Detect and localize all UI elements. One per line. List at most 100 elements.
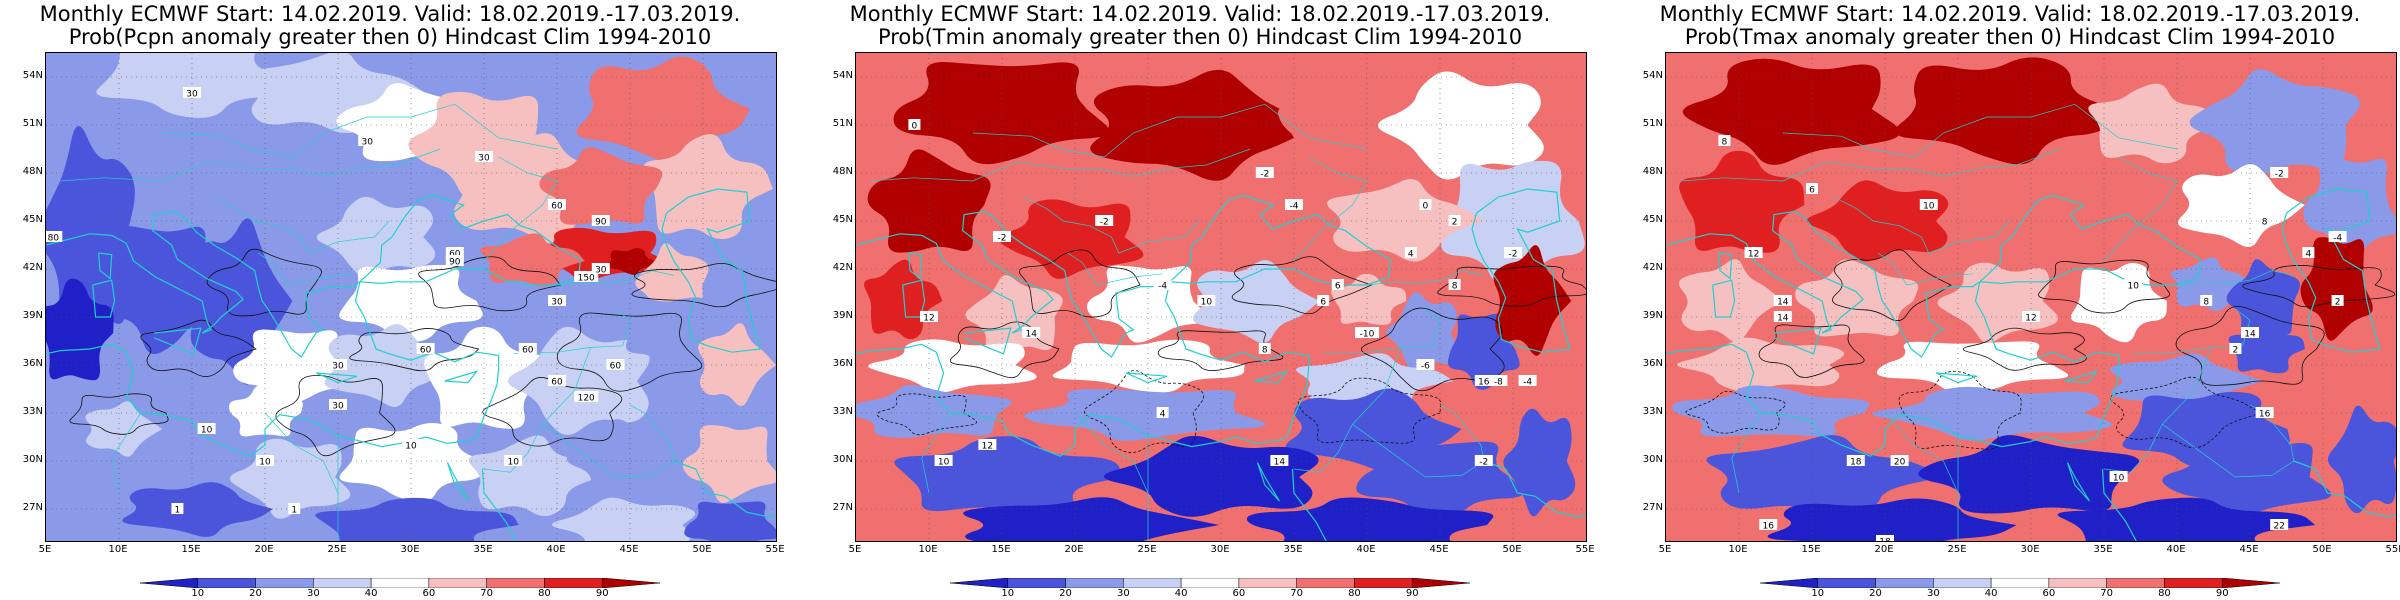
contour-label: -2 [1504,247,1522,260]
svg-text:10: 10 [201,426,213,436]
latitude-tick-label: 45N [832,214,853,225]
contour-line [876,393,977,436]
svg-text:1: 1 [291,506,297,516]
probability-region [552,497,696,541]
latitude-tick-label: 48N [1642,166,1663,177]
colorbar-segment [1007,578,1066,588]
coastline [1291,468,1327,541]
probability-region [1767,498,2017,541]
svg-text:0: 0 [1423,202,1429,212]
contour-line [1157,330,1284,371]
colorbar-segment [370,578,430,588]
coastline [1773,327,1822,355]
coastline [153,327,202,355]
svg-text:60: 60 [551,202,563,212]
coastline [1712,279,1736,318]
longitude-tick-label: 35E [2093,544,2113,555]
contour-label: 16 [1474,375,1493,388]
country-border [1293,347,1401,473]
latitude-tick-label: 51N [22,118,43,129]
svg-text:30: 30 [551,298,563,308]
contour-label: 4 [2302,247,2315,260]
colorbar-segment [255,578,314,588]
latitude-tick-label: 36N [1642,358,1663,369]
svg-text:6: 6 [1809,186,1815,196]
contour-line [482,377,623,447]
colorbar-segment [428,578,487,588]
country-border [1680,148,2061,182]
probability-region [539,147,663,225]
colorbar-segment [1065,578,1124,588]
probability-region [228,385,303,437]
svg-text:150: 150 [578,274,595,284]
country-border [162,103,558,158]
contour-label: 0 [1419,199,1432,212]
probability-region [46,278,114,381]
coastline [1935,372,1978,384]
country-border [1833,196,2010,254]
latitude-tick-label: 54N [22,70,43,81]
contour-label: 30 [475,151,493,164]
probability-region [1331,273,1407,325]
coastline [46,210,244,334]
probability-region [96,53,288,118]
colorbar-label: 10 [191,588,205,599]
contour-label: 6 [1331,279,1344,292]
latitude-tick-label: 48N [832,166,853,177]
colorbar-label: 90 [1405,588,1419,599]
colorbar-segment [950,578,1009,588]
contour-label: 2 [2331,295,2344,308]
svg-text:30: 30 [361,138,373,148]
colorbar-label: 60 [422,588,436,599]
country-border [2162,423,2294,478]
latitude-tick-label: 54N [832,70,853,81]
contour-line [140,319,257,377]
contour-label: 14 [1773,311,1792,324]
svg-text:8: 8 [1452,282,1458,292]
longitude-tick-label: 25E [1137,544,1157,555]
map-plot: 3030306060909060301010303060601201503060… [46,53,776,541]
probability-region [1326,179,1484,262]
svg-text:22: 22 [2273,522,2284,532]
colorbar-segment [1354,578,1413,588]
svg-text:-2: -2 [1509,250,1518,260]
coastline [1718,252,1733,280]
contour-label: 12 [2022,311,2040,324]
contour-line [1758,324,1865,378]
probability-region [2189,69,2360,176]
country-border [542,423,674,478]
contour-label: 4 [1156,407,1169,420]
country-border [1884,412,1959,494]
coastline [1979,194,2202,286]
map-frame: 6 8 10 12 14 12 10 8 4 2 -2 -4 14 16 18 20 22 18 16 10 8 2 14 [1665,52,2397,542]
country-border [1877,252,1973,286]
probability-region [1386,292,1458,374]
latitude-tick-label: 48N [22,166,43,177]
colorbar-label: 20 [249,588,262,599]
probability-region [867,149,991,253]
contour-label: 30 [329,399,347,412]
panel-title-line-1: Monthly ECMWF Start: 14.02.2019. Valid: … [39,2,741,26]
colorbar-label: 70 [2100,588,2114,599]
contour-label: 12 [920,311,938,324]
contour-line [1962,327,2087,371]
map-frame: 0 -2 -4 -2 -2 -4 0 2 4 6 8 10 12 14 12 10 16 14 -2 -4 -6 -8 -1… [855,52,1587,542]
svg-text:8: 8 [1722,138,1728,148]
longitude-tick-label: 10E [1728,544,1748,555]
probability-region [2170,257,2250,312]
colorbar-segment [140,578,199,588]
svg-text:-2: -2 [1479,458,1488,468]
panel-title-line-2: Prob(Tmax anomaly greater then 0) Hindca… [1684,25,2336,49]
contour-label: -4 [1518,375,1537,388]
colorbar-label: 70 [480,588,494,599]
contour-line [1231,256,1373,315]
coastline [984,210,1171,358]
latitude-tick-label: 45N [1642,214,1663,225]
svg-text:14: 14 [1777,314,1789,324]
probability-region [1872,386,2112,441]
colorbar-segment [486,578,545,588]
country-border [60,148,441,182]
contour-label: 1 [171,503,184,516]
country-border [1366,270,1484,286]
country-border [111,412,142,494]
